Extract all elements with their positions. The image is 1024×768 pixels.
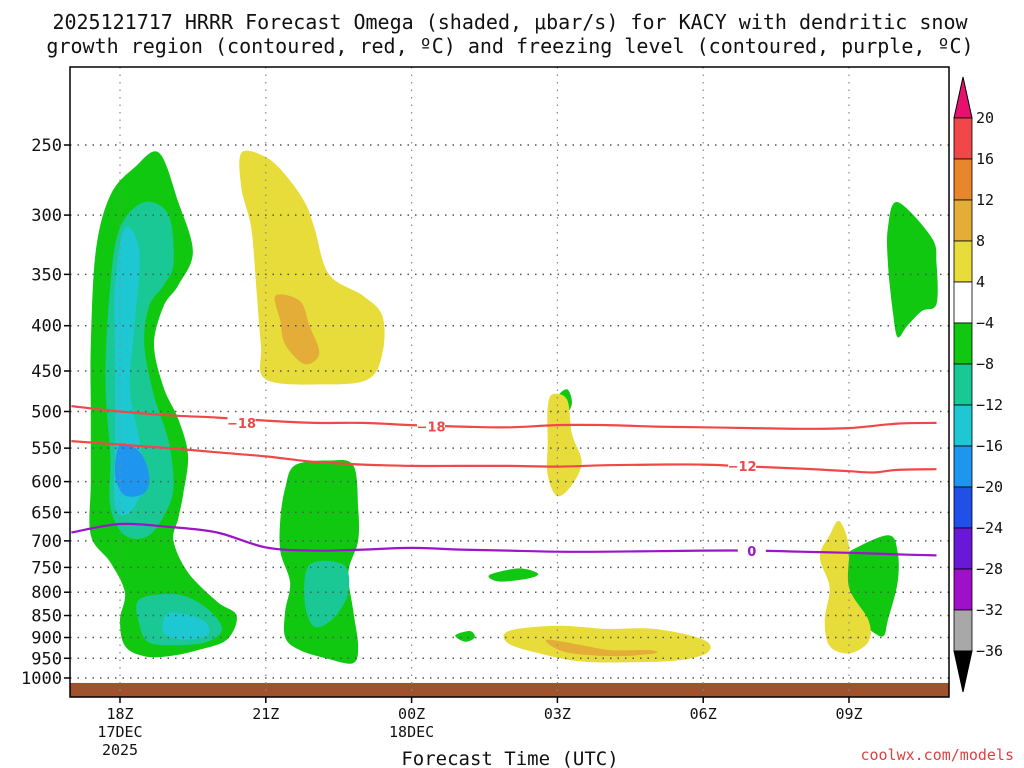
x-axis-title: Forecast Time (UTC) — [401, 748, 618, 768]
x-date-label-18DEC: 18DEC — [389, 723, 434, 741]
colorbar-swatch-20 — [953, 76, 973, 119]
colorbar-swatch-neg36 — [953, 609, 973, 652]
x-date-label-17DEC: 17DEC — [97, 723, 142, 741]
omega-region-16-value-4 — [819, 520, 871, 654]
colorbar-swatch-neg20 — [953, 445, 973, 488]
y-tick-label-400: 400 — [31, 317, 62, 337]
y-tick-label-600: 600 — [31, 473, 62, 493]
colorbar-label-neg8: −8 — [976, 355, 994, 373]
plot-frame — [69, 66, 950, 698]
dgz-minus18-label-1: −18 — [417, 421, 446, 436]
colorbar-label-8: 8 — [976, 232, 985, 250]
colorbar-label-neg16: −16 — [976, 437, 1003, 455]
credit-text: coolwx.com/models — [860, 746, 1014, 764]
contour-layer: −18 −18 −12 0 — [71, 405, 937, 560]
colorbar-label-neg28: −28 — [976, 560, 1003, 578]
colorbar-swatch-below — [953, 650, 973, 693]
chart-title-line2: growth region (contoured, red, ºC) and f… — [46, 34, 973, 58]
dgz-minus18-line — [71, 405, 937, 430]
colorbar-swatch-4 — [953, 240, 973, 283]
y-tick-label-250: 250 — [31, 136, 62, 156]
colorbar-swatch-neg28 — [953, 527, 973, 570]
ground-layer — [70, 682, 949, 697]
omega-region-6-value-neg8 — [886, 201, 938, 338]
y-tick-label-300: 300 — [31, 206, 62, 226]
y-tick-label-750: 750 — [31, 558, 62, 578]
omega-region-11-value-neg16 — [162, 612, 210, 640]
omega-region-3-value-neg8 — [488, 568, 539, 582]
freezing-level-label-bg-0 — [737, 543, 766, 560]
x-tick-label-21Z: 21Z — [252, 705, 279, 723]
x-tick-label-03Z: 03Z — [544, 705, 571, 723]
y-tick-label-850: 850 — [31, 607, 62, 627]
freezing-level-line — [71, 522, 937, 557]
colorbar-swatch-neg16 — [953, 404, 973, 447]
colorbar-swatch-16 — [953, 117, 973, 160]
omega-shading-layer — [89, 150, 938, 664]
dgz-minus18-label-bg-1 — [417, 418, 446, 435]
x-tick-label-00Z: 00Z — [398, 705, 425, 723]
colorbar-swatch-neg4 — [953, 281, 973, 324]
colorbar-label-12: 12 — [976, 191, 994, 209]
grid-layer — [70, 67, 949, 697]
y-tick-label-1000: 1000 — [21, 669, 62, 689]
omega-region-10-value-neg16 — [114, 226, 145, 516]
colorbar-swatch-12 — [953, 158, 973, 201]
colorbar-swatch-neg12 — [953, 363, 973, 406]
pressure-axis: 2503003504004505005506006507007508008509… — [21, 136, 70, 689]
ground-surface — [70, 682, 949, 697]
omega-region-4-value-neg8 — [455, 630, 475, 642]
y-tick-label-700: 700 — [31, 532, 62, 552]
y-tick-label-650: 650 — [31, 503, 62, 523]
dgz-minus18-label-0: −18 — [227, 417, 256, 432]
chart-title-line1: 2025121717 HRRR Forecast Omega (shaded, … — [52, 10, 968, 34]
y-tick-label-350: 350 — [31, 265, 62, 285]
colorbar-label-16: 16 — [976, 150, 994, 168]
colorbar-label-neg32: −32 — [976, 601, 1003, 619]
freezing-level-label-0: 0 — [747, 545, 756, 560]
omega-region-12-value-neg20 — [114, 443, 150, 497]
colorbar-label-neg12: −12 — [976, 396, 1003, 414]
colorbar-label-4: 4 — [976, 273, 985, 291]
colorbar-label-neg24: −24 — [976, 519, 1003, 537]
x-tick-label-09Z: 09Z — [835, 705, 862, 723]
colorbar-swatch-neg8 — [953, 322, 973, 365]
colorbar-label-20: 20 — [976, 109, 994, 127]
y-tick-label-900: 900 — [31, 628, 62, 648]
dgz-minus18-label-bg-0 — [227, 414, 256, 431]
y-tick-label-800: 800 — [31, 583, 62, 603]
omega-region-14-value-4 — [546, 393, 582, 497]
colorbar-swatch-neg24 — [953, 486, 973, 529]
omega-region-9-value-neg12 — [304, 560, 350, 628]
dgz-minus12-label-bg-0 — [728, 457, 757, 474]
omega-region-18-value-8 — [545, 639, 658, 657]
dgz-minus12-label-0: −12 — [728, 460, 757, 475]
y-tick-label-950: 950 — [31, 649, 62, 669]
colorbar-swatch-neg32 — [953, 568, 973, 611]
colorbar-label-neg20: −20 — [976, 478, 1003, 496]
colorbar-label-neg36: −36 — [976, 642, 1003, 660]
x-tick-label-06Z: 06Z — [690, 705, 717, 723]
x-tick-label-18Z: 18Z — [106, 705, 133, 723]
y-tick-label-550: 550 — [31, 439, 62, 459]
y-tick-label-450: 450 — [31, 362, 62, 382]
colorbar: 20 16 12 8 4 −4 −8 −12 −16 −20 −24 −28 −32 −36 — [953, 76, 1003, 693]
y-tick-label-500: 500 — [31, 403, 62, 423]
x-year-label-2025: 2025 — [102, 741, 138, 759]
omega-region-15-value-4 — [503, 625, 711, 663]
omega-region-17-value-8 — [274, 294, 320, 365]
colorbar-label-neg4: −4 — [976, 314, 994, 332]
colorbar-swatch-8 — [953, 199, 973, 242]
dgz-minus12-line — [71, 440, 937, 474]
